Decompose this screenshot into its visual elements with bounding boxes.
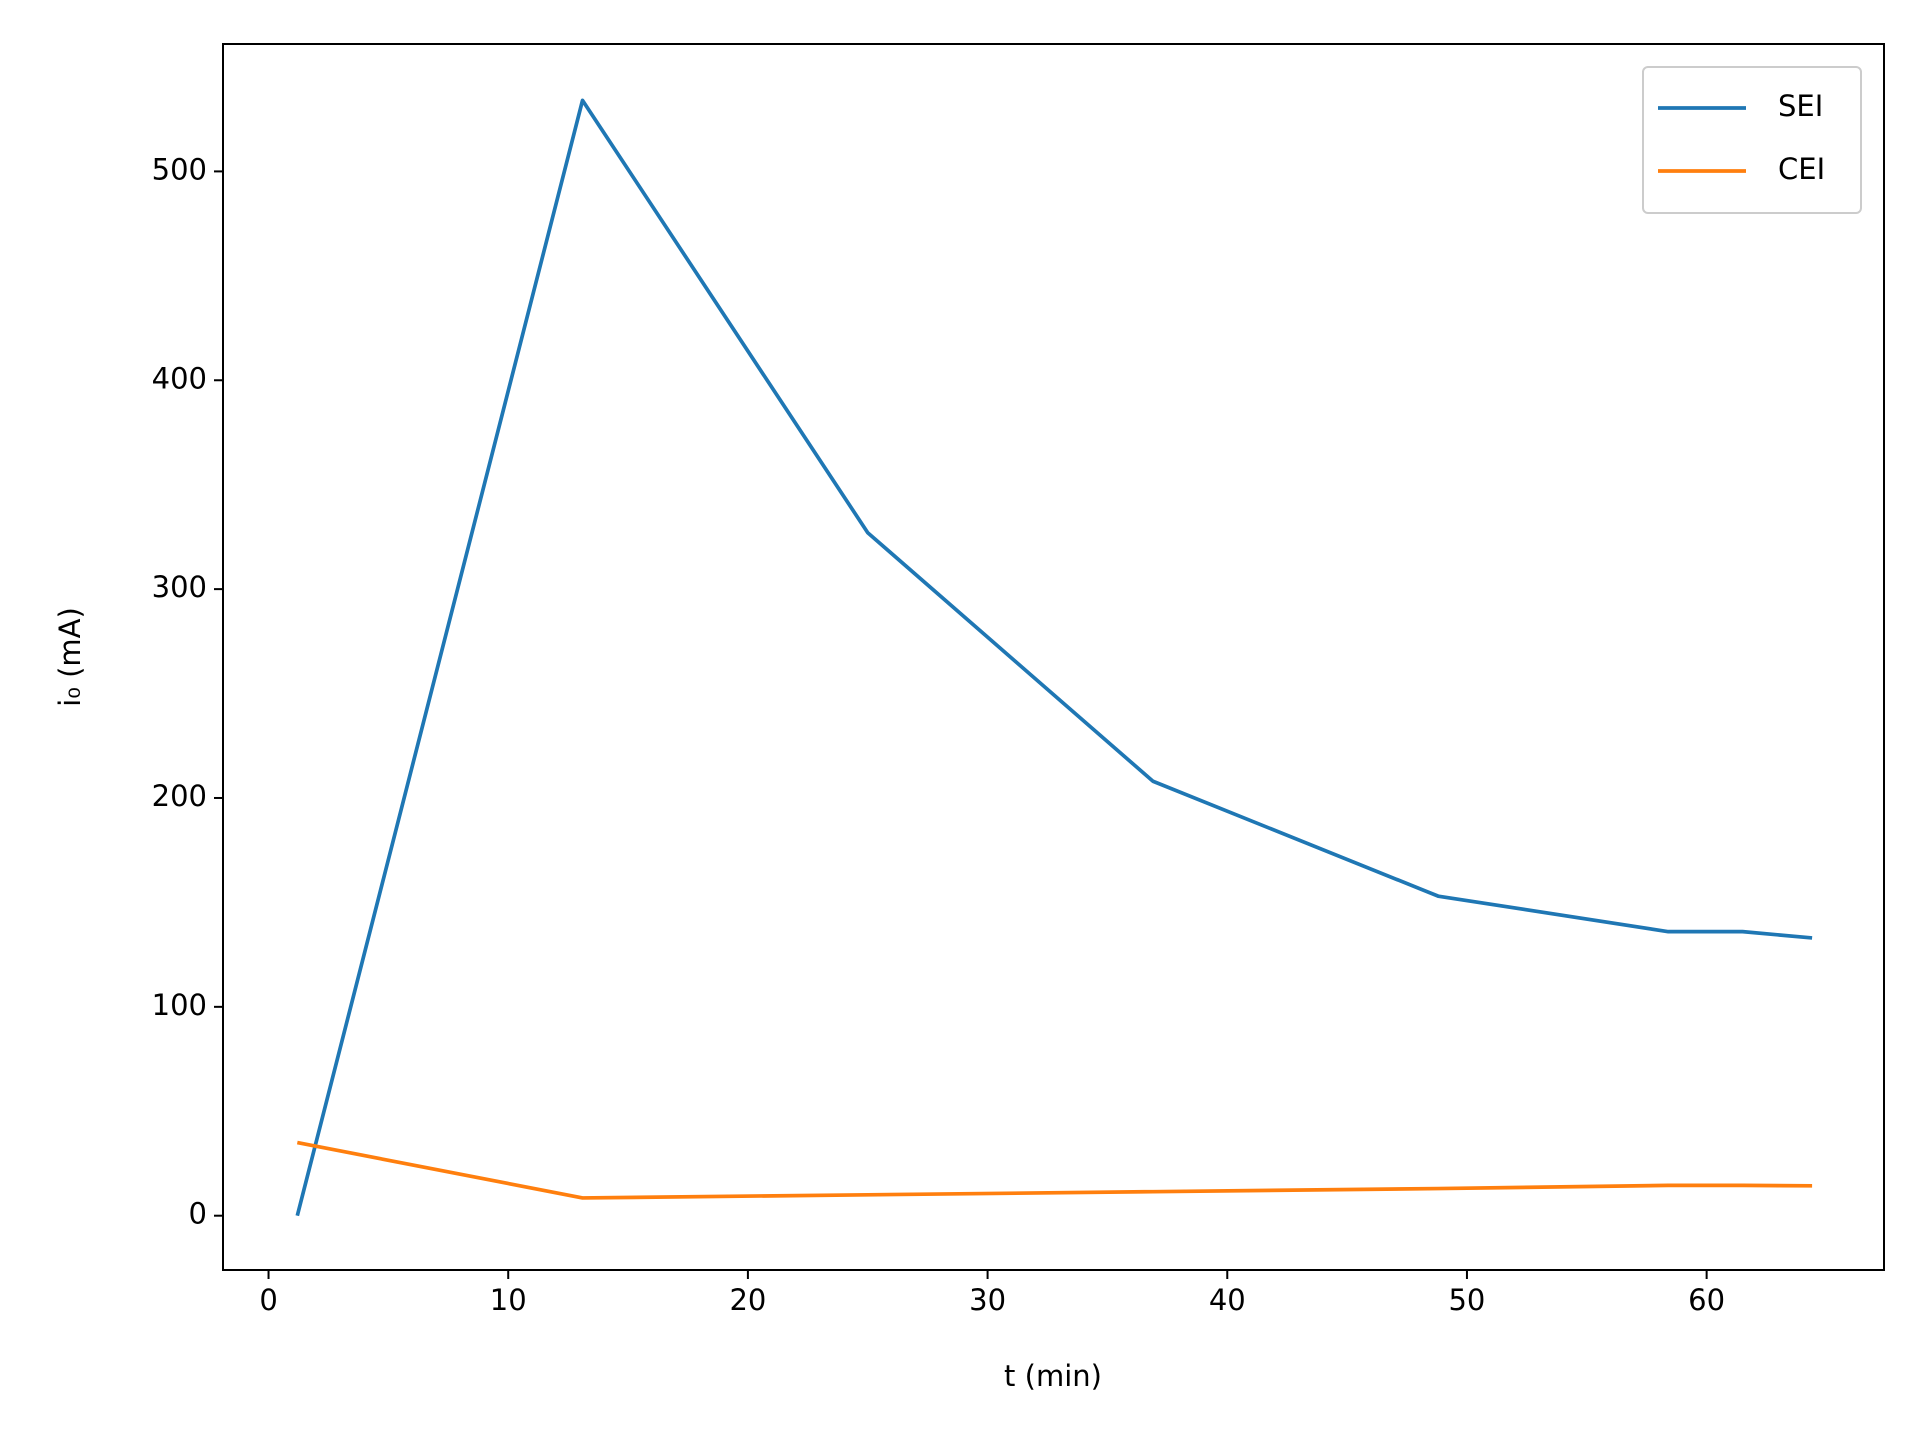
x-tick-label: 10 (490, 1283, 527, 1317)
x-axis-label: t (min) (1004, 1359, 1102, 1393)
series-line (296, 1140, 1813, 1200)
y-tick-label: 100 (152, 988, 207, 1022)
y-tick-label: 200 (152, 779, 207, 813)
x-tick-label: 30 (969, 1283, 1006, 1317)
legend-label: SEI (1778, 89, 1823, 123)
legend-box (1642, 66, 1862, 214)
series-line (295, 98, 1813, 1217)
y-axis-label: i₀ (mA) (53, 607, 87, 707)
y-tick-label: 300 (152, 570, 207, 604)
x-tick-label: 40 (1209, 1283, 1246, 1317)
y-tick-label: 0 (189, 1197, 207, 1231)
plot-frame (222, 43, 1885, 1271)
x-tick-label: 60 (1688, 1283, 1725, 1317)
x-tick-label: 0 (259, 1283, 277, 1317)
x-tick-label: 20 (729, 1283, 766, 1317)
y-tick-label: 500 (152, 152, 207, 186)
x-tick-label: 50 (1448, 1283, 1485, 1317)
y-tick-label: 400 (152, 361, 207, 395)
legend-label: CEI (1778, 152, 1825, 186)
